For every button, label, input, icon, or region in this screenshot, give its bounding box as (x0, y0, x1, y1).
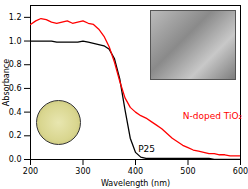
svg-text:200: 200 (23, 167, 38, 176)
svg-text:500: 500 (180, 167, 195, 176)
svg-text:1.2: 1.2 (9, 13, 22, 22)
svg-text:0.0: 0.0 (9, 155, 22, 164)
svg-text:P25: P25 (138, 144, 155, 154)
svg-text:1.0: 1.0 (9, 37, 22, 46)
svg-text:Wavelength (nm): Wavelength (nm) (101, 179, 170, 188)
svg-text:0.6: 0.6 (8, 84, 22, 93)
svg-text:400: 400 (128, 167, 143, 176)
svg-text:Absorbance: Absorbance (2, 59, 11, 106)
svg-text:0.8: 0.8 (8, 60, 22, 70)
svg-text:600: 600 (233, 167, 248, 176)
svg-text:0.2: 0.2 (9, 131, 22, 140)
svg-text:300: 300 (75, 167, 90, 176)
svg-text:0.4: 0.4 (9, 108, 22, 117)
svg-text:N-doped TiO₂: N-doped TiO₂ (183, 111, 243, 121)
